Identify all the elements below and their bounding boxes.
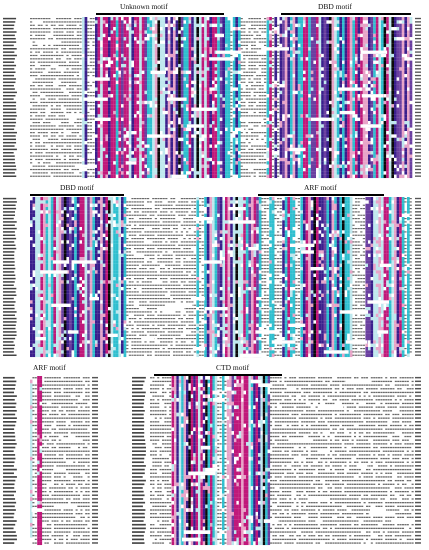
alignment-block-1 (3, 17, 421, 178)
alignment-block-2 (3, 197, 421, 357)
alignment-block-3b (132, 376, 421, 545)
alignment-block-3a (3, 376, 98, 545)
